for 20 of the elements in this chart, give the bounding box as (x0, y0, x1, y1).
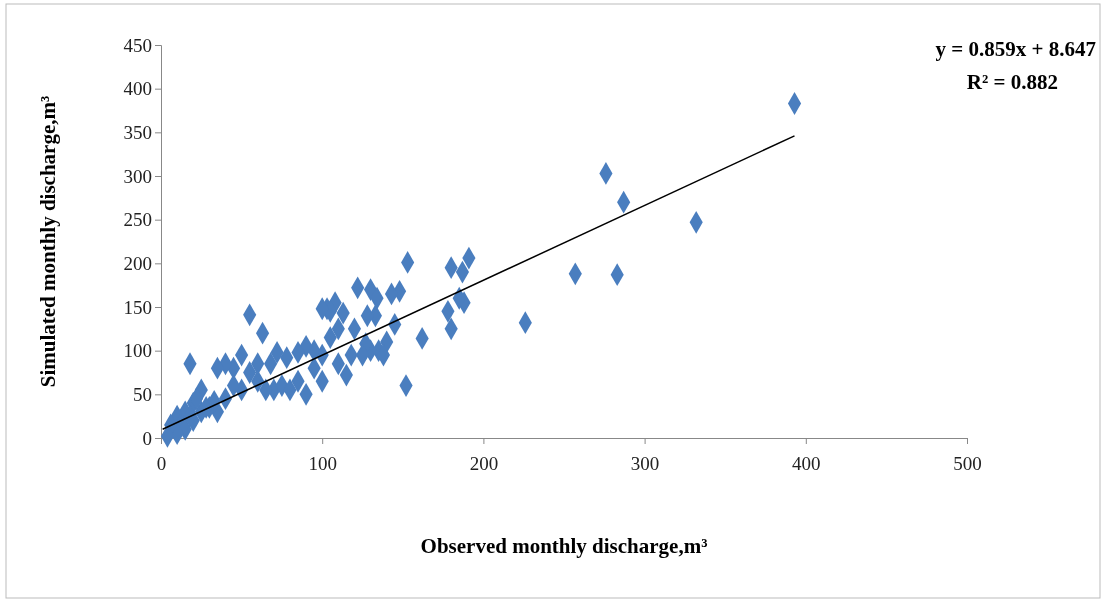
x-tick-label: 400 (792, 452, 821, 474)
x-tick-label: 100 (308, 452, 337, 474)
y-tick-label: 250 (123, 209, 152, 231)
y-tick-label: 300 (123, 165, 152, 187)
x-tick-label: 200 (469, 452, 499, 474)
y-axis-title: Simulated monthly discharge,m³ (36, 95, 60, 388)
y-tick-label: 350 (123, 121, 152, 143)
x-tick-label: 0 (156, 452, 167, 474)
x-axis-title: Observed monthly discharge,m³ (420, 534, 708, 558)
y-tick-label: 50 (133, 383, 152, 405)
y-tick-label: 400 (123, 78, 152, 100)
x-tick-label: 500 (953, 452, 982, 474)
y-tick-label: 100 (123, 340, 152, 362)
x-tick-label: 300 (630, 452, 660, 474)
annotation: y = 0.859x + 8.647 (935, 37, 1096, 61)
y-tick-label: 0 (142, 427, 152, 449)
y-tick-label: 150 (123, 296, 152, 318)
y-tick-label: 200 (123, 252, 152, 274)
annotation: R² = 0.882 (966, 70, 1058, 94)
y-tick-label: 450 (123, 34, 152, 56)
